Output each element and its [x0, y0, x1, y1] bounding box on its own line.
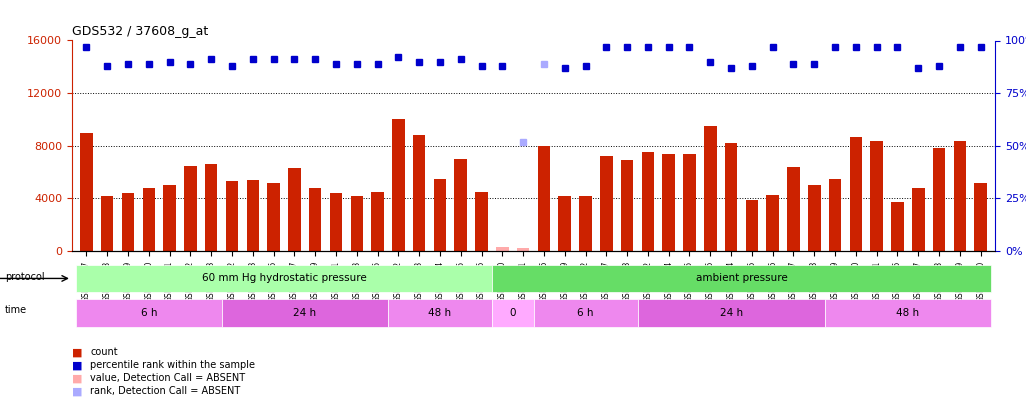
Text: 6 h: 6 h	[578, 308, 594, 318]
Text: 48 h: 48 h	[897, 308, 919, 318]
Text: rank, Detection Call = ABSENT: rank, Detection Call = ABSENT	[90, 386, 240, 396]
Bar	[226, 181, 238, 251]
Text: ■: ■	[72, 360, 82, 370]
Text: 0: 0	[510, 308, 516, 318]
Bar	[558, 196, 570, 251]
Bar	[724, 143, 738, 251]
Bar	[808, 185, 821, 251]
Text: 24 h: 24 h	[719, 308, 743, 318]
Bar	[80, 133, 92, 251]
Bar	[329, 193, 343, 251]
Text: 24 h: 24 h	[293, 308, 316, 318]
Bar	[517, 248, 529, 251]
Bar	[434, 179, 446, 251]
Bar	[766, 194, 779, 251]
FancyBboxPatch shape	[222, 299, 388, 326]
Bar	[268, 183, 280, 251]
Bar	[746, 200, 758, 251]
Text: GDS532 / 37608_g_at: GDS532 / 37608_g_at	[72, 25, 208, 38]
Bar	[392, 119, 404, 251]
FancyBboxPatch shape	[491, 265, 991, 292]
Text: ■: ■	[72, 347, 82, 357]
Bar	[455, 159, 467, 251]
Bar	[912, 188, 924, 251]
Bar	[351, 196, 363, 251]
Bar	[600, 156, 613, 251]
Bar	[122, 193, 134, 251]
Bar	[933, 149, 945, 251]
Bar	[829, 179, 841, 251]
Text: ■: ■	[72, 373, 82, 383]
Text: 6 h: 6 h	[141, 308, 157, 318]
Bar	[538, 146, 550, 251]
Bar	[412, 135, 426, 251]
Text: ■: ■	[72, 386, 82, 396]
Text: 48 h: 48 h	[429, 308, 451, 318]
Bar	[580, 196, 592, 251]
Text: time: time	[5, 305, 28, 315]
FancyBboxPatch shape	[491, 299, 534, 326]
FancyBboxPatch shape	[825, 299, 991, 326]
FancyBboxPatch shape	[76, 265, 491, 292]
Bar	[309, 188, 321, 251]
Bar	[163, 185, 175, 251]
FancyBboxPatch shape	[388, 299, 491, 326]
Text: value, Detection Call = ABSENT: value, Detection Call = ABSENT	[90, 373, 245, 383]
Text: 60 mm Hg hydrostatic pressure: 60 mm Hg hydrostatic pressure	[201, 273, 366, 283]
Bar	[475, 192, 487, 251]
Text: percentile rank within the sample: percentile rank within the sample	[90, 360, 255, 370]
Text: ambient pressure: ambient pressure	[696, 273, 787, 283]
FancyBboxPatch shape	[637, 299, 825, 326]
Bar	[621, 160, 633, 251]
Bar	[850, 136, 862, 251]
Bar	[663, 153, 675, 251]
Bar	[787, 167, 799, 251]
Text: count: count	[90, 347, 118, 357]
Bar	[641, 152, 655, 251]
FancyBboxPatch shape	[534, 299, 637, 326]
Bar	[371, 192, 384, 251]
Bar	[683, 153, 696, 251]
Bar	[101, 196, 114, 251]
Text: protocol: protocol	[5, 273, 45, 282]
Bar	[205, 164, 218, 251]
Bar	[184, 166, 197, 251]
Bar	[143, 188, 155, 251]
Bar	[892, 202, 904, 251]
Bar	[870, 141, 883, 251]
Bar	[497, 247, 509, 251]
Bar	[704, 126, 716, 251]
Bar	[975, 183, 987, 251]
Bar	[953, 141, 966, 251]
Bar	[288, 168, 301, 251]
Bar	[246, 180, 259, 251]
FancyBboxPatch shape	[76, 299, 222, 326]
